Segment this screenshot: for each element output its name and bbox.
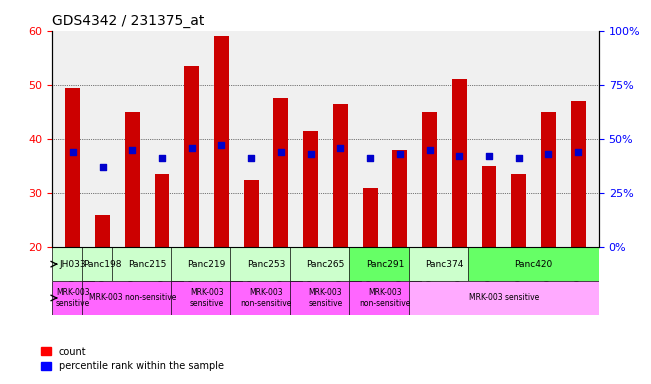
Bar bbox=[95, 215, 110, 247]
Point bbox=[484, 153, 494, 159]
Point bbox=[514, 156, 524, 162]
Point bbox=[395, 151, 405, 157]
Bar bbox=[541, 112, 556, 247]
Bar bbox=[290, 247, 361, 281]
Text: Panc265: Panc265 bbox=[307, 260, 344, 269]
Bar bbox=[393, 150, 408, 247]
Bar bbox=[214, 36, 229, 247]
Bar bbox=[333, 104, 348, 247]
Text: Panc215: Panc215 bbox=[128, 260, 167, 269]
Bar bbox=[230, 247, 301, 281]
Bar bbox=[155, 174, 169, 247]
Point bbox=[365, 156, 375, 162]
Point bbox=[335, 144, 346, 151]
Text: MRK-003 non-sensitive: MRK-003 non-sensitive bbox=[89, 293, 176, 303]
Bar bbox=[350, 281, 421, 315]
Text: Panc291: Panc291 bbox=[366, 260, 404, 269]
Point bbox=[573, 149, 583, 155]
Bar bbox=[273, 98, 288, 247]
Point bbox=[543, 151, 553, 157]
Text: Panc253: Panc253 bbox=[247, 260, 285, 269]
Text: JH033: JH033 bbox=[60, 260, 86, 269]
Text: Panc420: Panc420 bbox=[514, 260, 553, 269]
Bar bbox=[452, 79, 467, 247]
Text: Panc374: Panc374 bbox=[425, 260, 464, 269]
Point bbox=[246, 156, 256, 162]
Bar bbox=[52, 247, 94, 281]
Text: MRK-003
sensitive: MRK-003 sensitive bbox=[309, 288, 342, 308]
Point bbox=[276, 149, 286, 155]
Bar bbox=[125, 112, 140, 247]
Point bbox=[454, 153, 464, 159]
Text: MRK-003
non-sensitive: MRK-003 non-sensitive bbox=[240, 288, 292, 308]
Text: Panc198: Panc198 bbox=[83, 260, 122, 269]
Point bbox=[157, 156, 167, 162]
Bar bbox=[82, 247, 124, 281]
Text: MRK-003
sensitive: MRK-003 sensitive bbox=[56, 288, 90, 308]
Bar bbox=[111, 247, 183, 281]
Bar bbox=[482, 166, 497, 247]
Bar bbox=[66, 88, 80, 247]
Bar bbox=[409, 281, 599, 315]
Bar bbox=[422, 112, 437, 247]
Text: MRK-003 sensitive: MRK-003 sensitive bbox=[469, 293, 539, 303]
Text: Panc219: Panc219 bbox=[187, 260, 226, 269]
Bar bbox=[571, 101, 585, 247]
Bar bbox=[171, 281, 242, 315]
Point bbox=[127, 147, 137, 153]
Point bbox=[305, 151, 316, 157]
Text: MRK-003
sensitive: MRK-003 sensitive bbox=[189, 288, 224, 308]
Bar bbox=[350, 247, 421, 281]
Bar bbox=[52, 281, 94, 315]
Bar bbox=[243, 180, 258, 247]
Text: GDS4342 / 231375_at: GDS4342 / 231375_at bbox=[52, 14, 204, 28]
Bar bbox=[303, 131, 318, 247]
Bar bbox=[511, 174, 526, 247]
Point bbox=[68, 149, 78, 155]
Bar bbox=[468, 247, 599, 281]
Text: MRK-003
non-sensitive: MRK-003 non-sensitive bbox=[359, 288, 411, 308]
Point bbox=[187, 144, 197, 151]
Point bbox=[424, 147, 435, 153]
Point bbox=[98, 164, 108, 170]
Bar bbox=[290, 281, 361, 315]
Bar bbox=[171, 247, 242, 281]
Bar bbox=[82, 281, 183, 315]
Bar bbox=[363, 188, 378, 247]
Bar bbox=[230, 281, 301, 315]
Point bbox=[216, 142, 227, 149]
Bar bbox=[409, 247, 480, 281]
Legend: count, percentile rank within the sample: count, percentile rank within the sample bbox=[37, 343, 228, 375]
Bar bbox=[184, 66, 199, 247]
